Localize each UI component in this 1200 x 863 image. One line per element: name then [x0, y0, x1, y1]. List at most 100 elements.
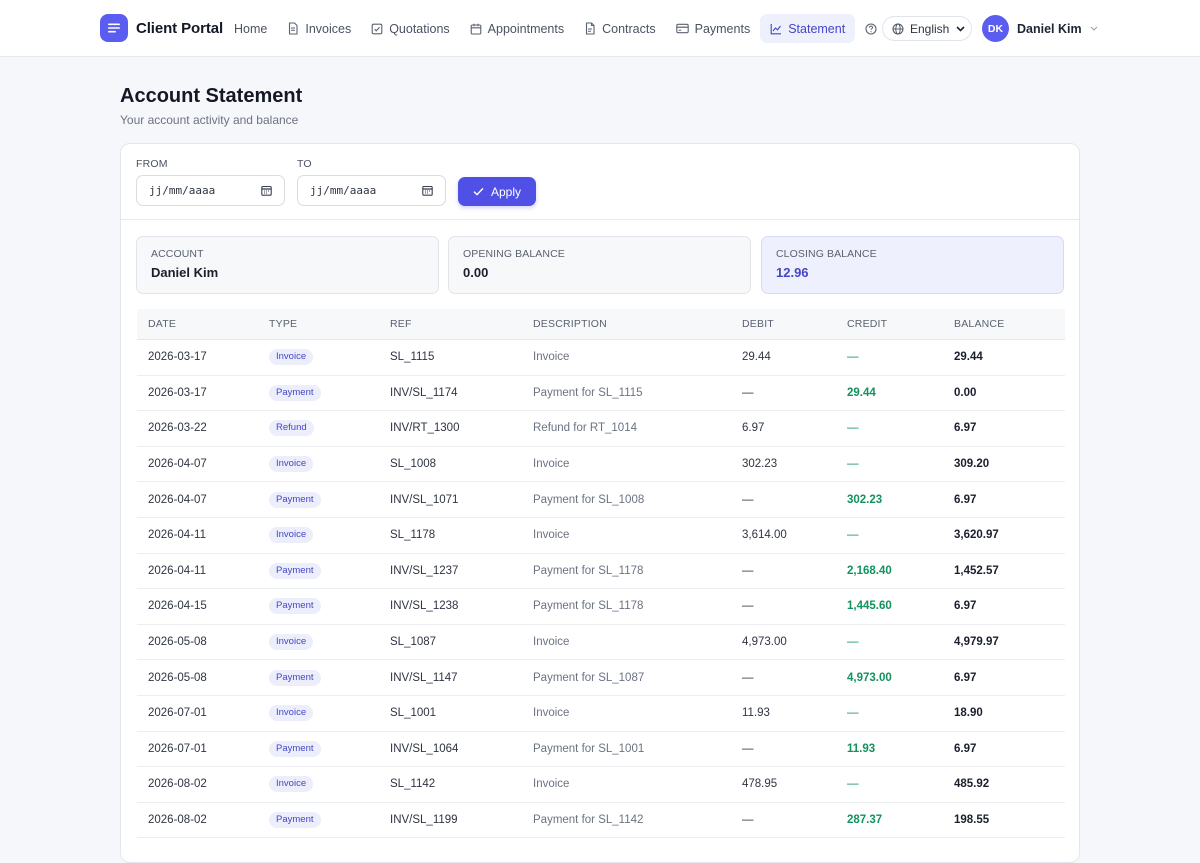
opening-balance: OPENING BALANCE 0.00: [448, 236, 751, 294]
nav-statement[interactable]: Statement: [760, 14, 856, 43]
apply-label: Apply: [490, 184, 522, 199]
cell-balance: 29.44: [954, 351, 983, 364]
page-subtitle: Your account activity and balance: [120, 113, 299, 127]
globe-icon: [892, 23, 904, 34]
cell-credit: 1,445.60: [847, 600, 892, 613]
cell-type: Invoice: [269, 456, 390, 473]
type-badge: Payment: [269, 740, 321, 757]
cell-type: Payment: [269, 598, 390, 615]
closing-balance-value: 12.96: [776, 265, 809, 280]
cell-debit: —: [742, 600, 754, 613]
cell-description: Payment for SL_1001: [533, 742, 645, 755]
main-nav: Home Invoices Quotations Appointments Co…: [224, 14, 905, 43]
cell-credit: —: [847, 778, 859, 791]
cell-ref: INV/RT_1300: [390, 422, 460, 435]
cell-ref: INV/SL_1071: [390, 493, 459, 506]
table-row: 2026-04-07 Invoice SL_1008 Invoice 302.23 — 30…: [137, 447, 1065, 483]
cell-debit: —: [742, 671, 754, 684]
cell-debit: —: [742, 493, 754, 506]
cell-date: 2026-03-17: [148, 386, 207, 399]
cell-description: Invoice: [533, 458, 570, 471]
cell-ref: INV/SL_1238: [390, 600, 459, 613]
cell-description: Payment for SL_1008: [533, 493, 645, 506]
apply-button[interactable]: Apply: [458, 177, 536, 206]
page-title: Account Statement: [120, 85, 303, 107]
cell-ref: SL_1115: [390, 351, 435, 364]
nav-payments[interactable]: Payments: [666, 14, 761, 43]
cell-description: Invoice: [533, 707, 570, 720]
cell-debit: 6.97: [742, 422, 765, 435]
cell-balance: 6.97: [954, 600, 977, 613]
col-type: TYPE: [269, 318, 298, 330]
nav-statement-label: Statement: [788, 21, 846, 36]
cell-date: 2026-04-11: [148, 529, 206, 542]
account-summary: ACCOUNT Daniel Kim: [136, 236, 439, 294]
calendar-icon[interactable]: [261, 185, 272, 196]
cell-ref: SL_1008: [390, 458, 437, 471]
nav-invoices[interactable]: Invoices: [277, 14, 361, 43]
type-badge: Payment: [269, 562, 321, 579]
menu-icon: [100, 14, 128, 42]
type-badge: Refund: [269, 420, 314, 437]
cell-debit: 302.23: [742, 458, 778, 471]
chevron-down-icon: [956, 25, 965, 32]
cell-date: 2026-08-02: [148, 814, 207, 827]
table-row: 2026-03-22 Refund INV/RT_1300 Refund for RT…: [137, 411, 1065, 447]
type-badge: Payment: [269, 669, 321, 686]
from-date-input[interactable]: jj/mm/aaaa: [136, 175, 285, 206]
nav-quotations-label: Quotations: [389, 21, 450, 36]
top-navbar: Client Portal Home Invoices Quotations A…: [0, 0, 1200, 57]
cell-credit: —: [847, 458, 859, 471]
cell-date: 2026-07-01: [148, 742, 207, 755]
user-menu[interactable]: DK Daniel Kim: [982, 15, 1098, 42]
table-row: 2026-04-07 Payment INV/SL_1071 Payment for …: [137, 482, 1065, 518]
statement-card: FROM jj/mm/aaaa TO jj/mm/aaaa Apply ACCO…: [120, 143, 1080, 863]
nav-appointments[interactable]: Appointments: [460, 14, 574, 43]
cell-type: Invoice: [269, 527, 390, 544]
cell-type: Payment: [269, 384, 390, 401]
table-row: 2026-03-17 Invoice SL_1115 Invoice 29.44 — 29.…: [137, 340, 1065, 376]
cell-credit: —: [847, 422, 859, 435]
cell-credit: 2,168.40: [847, 564, 892, 577]
table-row: 2026-04-11 Invoice SL_1178 Invoice 3,614.00 —…: [137, 518, 1065, 554]
calendar-icon[interactable]: [422, 185, 433, 196]
nav-contracts[interactable]: Contracts: [574, 14, 666, 43]
nav-payments-label: Payments: [694, 21, 751, 36]
type-badge: Invoice: [269, 349, 314, 366]
cell-balance: 198.55: [954, 814, 990, 827]
brand[interactable]: Client Portal: [100, 14, 223, 42]
cell-debit: —: [742, 386, 754, 399]
cell-description: Invoice: [533, 636, 570, 649]
cell-date: 2026-05-08: [148, 636, 207, 649]
cell-credit: 29.44: [847, 386, 876, 399]
cell-description: Payment for SL_1142: [533, 814, 644, 827]
chevron-down-icon: [1090, 26, 1097, 31]
cell-credit: —: [847, 707, 859, 720]
cell-type: Payment: [269, 669, 390, 686]
file-icon: [586, 22, 595, 35]
type-badge: Payment: [269, 384, 321, 401]
type-badge: Payment: [269, 812, 321, 829]
cell-date: 2026-05-08: [148, 671, 207, 684]
checkbox-icon: [371, 23, 383, 34]
cell-type: Payment: [269, 491, 390, 508]
app-title: Client Portal: [136, 19, 224, 37]
cell-credit: 302.23: [847, 493, 883, 506]
cell-ref: SL_1178: [390, 529, 436, 542]
cell-balance: 6.97: [954, 493, 977, 506]
cell-ref: INV/SL_1174: [390, 386, 458, 399]
cell-debit: 11.93: [742, 707, 770, 720]
cell-debit: —: [742, 564, 754, 577]
to-date-input[interactable]: jj/mm/aaaa: [297, 175, 446, 206]
cell-balance: 4,979.97: [954, 636, 999, 649]
nav-home[interactable]: Home: [224, 14, 277, 43]
type-badge: Invoice: [269, 705, 314, 722]
cell-description: Payment for SL_1178: [533, 600, 644, 613]
cell-description: Payment for SL_1115: [533, 386, 643, 399]
cell-balance: 6.97: [954, 742, 977, 755]
nav-quotations[interactable]: Quotations: [361, 14, 459, 43]
language-select[interactable]: English: [882, 16, 972, 41]
cell-description: Payment for SL_1178: [533, 564, 644, 577]
nav-home-label: Home: [234, 21, 268, 36]
opening-balance-value: 0.00: [463, 265, 489, 280]
